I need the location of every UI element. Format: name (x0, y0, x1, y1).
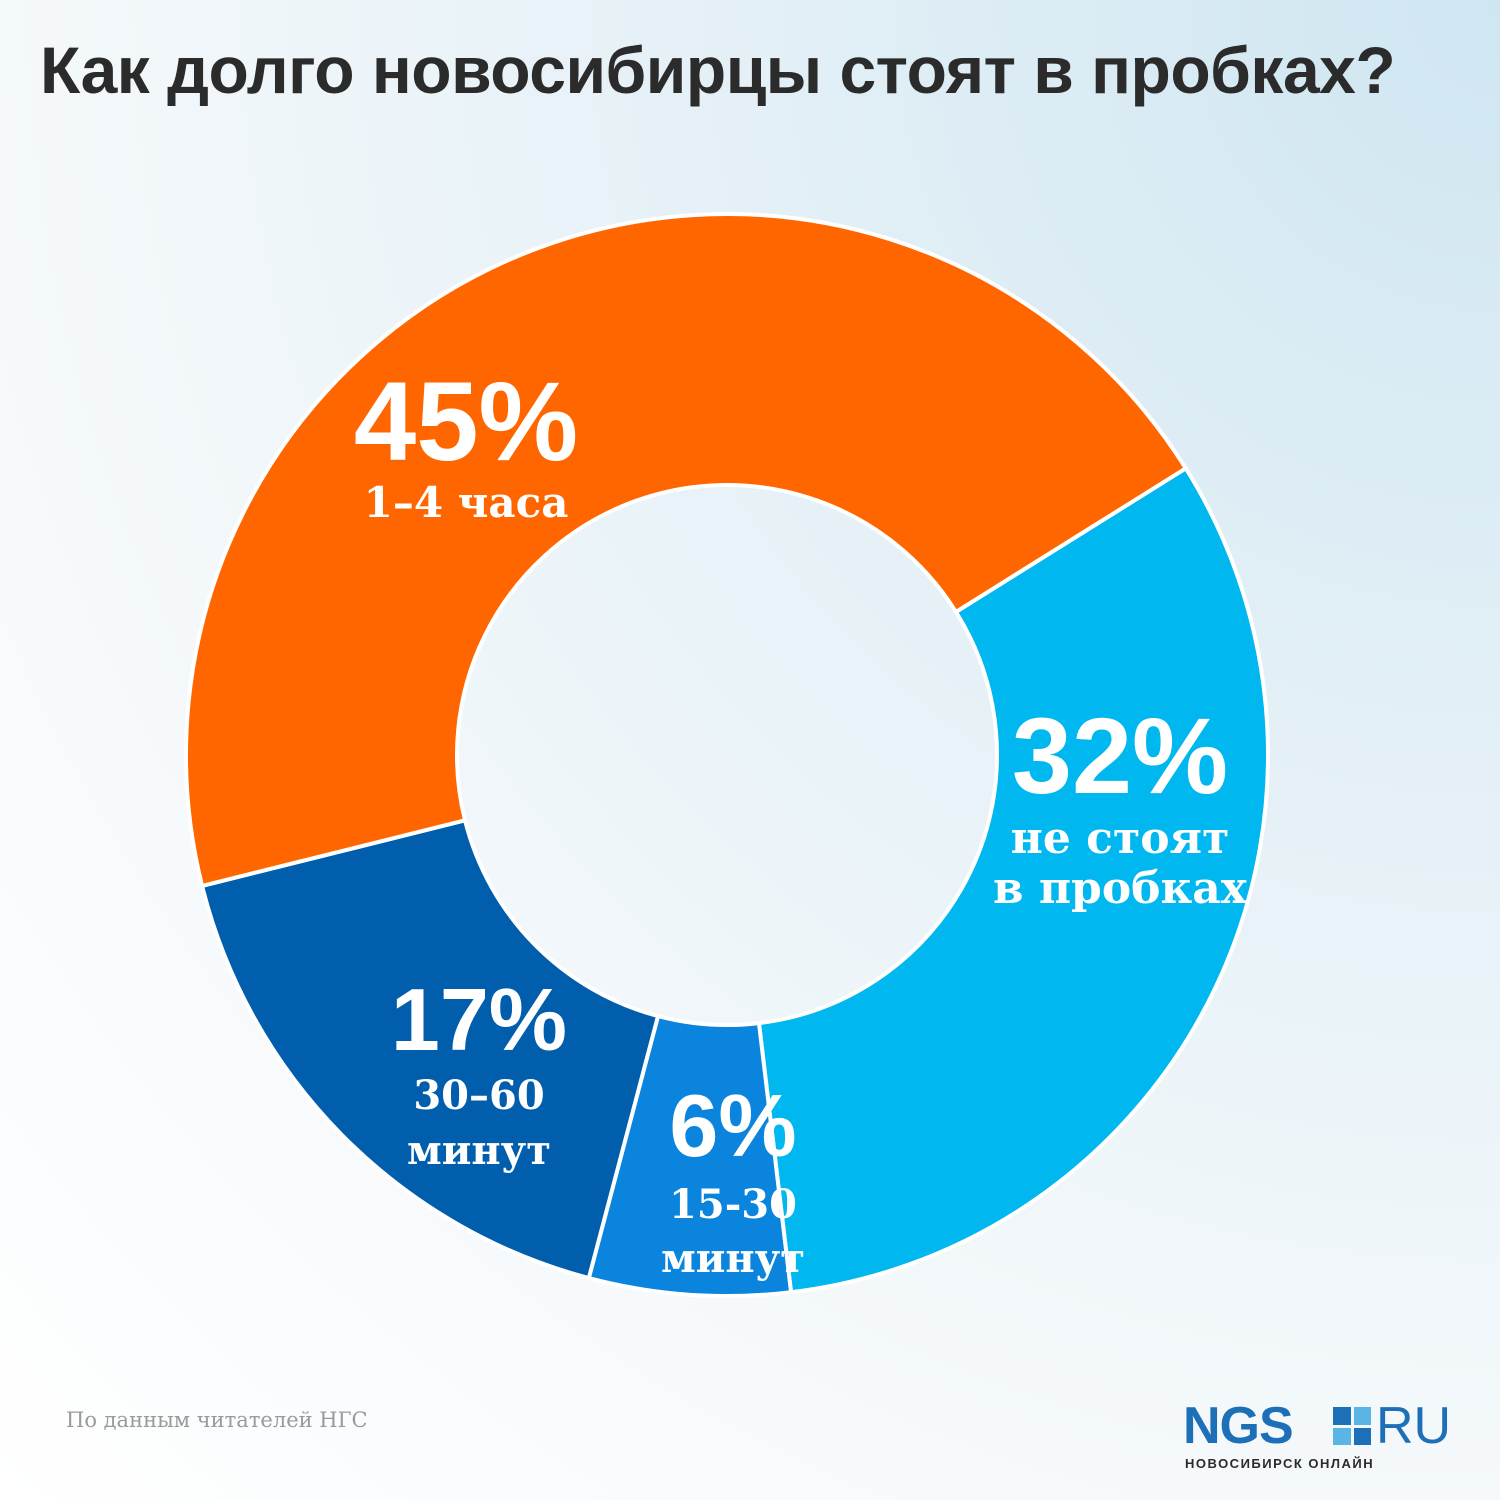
slice-category-label: минут (407, 1127, 551, 1174)
slice-percent-label: 45% (354, 359, 578, 484)
slice-category-label: не стоят (1011, 813, 1230, 864)
source-note: По данным читателей НГС (66, 1408, 368, 1432)
slice-category-label: 15-30 (669, 1181, 797, 1228)
donut-slice (756, 466, 1270, 1295)
slice-percent-label: 32% (1012, 695, 1228, 816)
slice-category-label: 30–60 (413, 1072, 544, 1119)
donut-slice (200, 818, 661, 1281)
logo-square-icon (1333, 1407, 1371, 1445)
logo-subtitle: НОВОСИБИРСК ОНЛАЙН (1185, 1456, 1375, 1471)
chart-title: Как долго новосибирцы стоят в пробках? (40, 33, 1396, 107)
donut-slice (184, 212, 1188, 888)
slice-percent-label: 6% (669, 1076, 796, 1175)
ngs-logo: NGS RU НОВОСИБИРСК ОНЛАЙН (1183, 1397, 1463, 1471)
logo-word: NGS (1183, 1397, 1294, 1455)
slice-percent-label: 17% (391, 970, 567, 1069)
slice-category-label: в пробках (993, 863, 1248, 914)
slice-category-label: минут (661, 1235, 805, 1282)
logo-tld: RU (1376, 1397, 1452, 1455)
slice-category-label: 1–4 часа (364, 478, 569, 527)
